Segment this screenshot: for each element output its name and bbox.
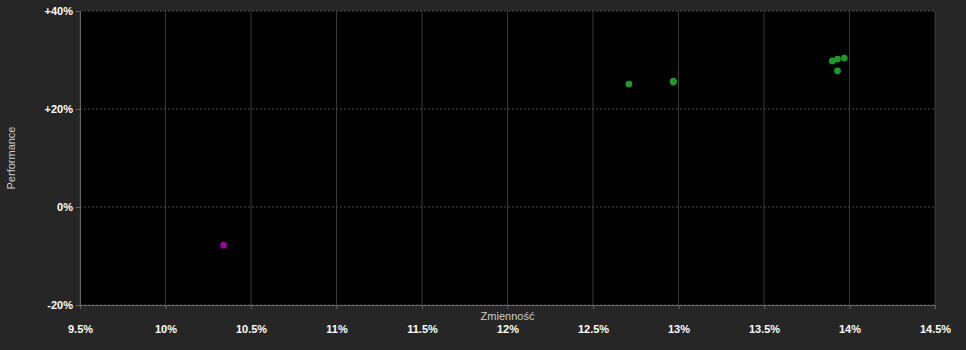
tick-mark	[422, 305, 423, 309]
grid-line-y	[80, 11, 935, 12]
grid-line-x	[764, 11, 765, 305]
grid-line-x	[165, 11, 166, 305]
point	[841, 55, 848, 62]
tick-mark	[508, 305, 509, 309]
tick: 11%	[326, 305, 348, 335]
tick-label: 13.5%	[749, 323, 780, 335]
axis-line	[76, 12, 81, 306]
tick-mark	[76, 207, 80, 208]
tick-label: -20%	[47, 299, 73, 311]
x-axis: 9.5% 10% 10.5% 11% 11.5% 12% 12.5% 13% 13.5% 14% 1…	[68, 305, 951, 335]
point	[670, 79, 677, 86]
axis-line	[81, 306, 936, 310]
grid-line-x	[849, 11, 850, 305]
tick-mark	[76, 305, 80, 306]
grid-line-x	[336, 11, 337, 305]
tick-label: 10.5%	[236, 323, 267, 335]
tick: -20%	[47, 299, 80, 311]
grid-line-y	[80, 207, 935, 208]
grid-line-x	[507, 11, 508, 305]
grid-line-y	[80, 109, 935, 110]
tick: 13%	[668, 305, 690, 335]
plot-area	[80, 11, 935, 305]
tick-mark	[337, 305, 338, 309]
tick: 13.5%	[749, 305, 780, 335]
grid	[80, 11, 935, 305]
tick: 10%	[155, 305, 177, 335]
grid-line-x	[251, 11, 252, 305]
grid-line-x	[678, 11, 679, 305]
tick-label: 10%	[155, 323, 177, 335]
tick-mark	[850, 305, 851, 309]
y-axis-title: Performance	[5, 127, 17, 190]
tick-label: 11%	[326, 323, 348, 335]
tick-mark	[679, 305, 680, 309]
tick-label: 13%	[668, 323, 690, 335]
tick-label: 11.5%	[407, 323, 438, 335]
tick-mark	[76, 11, 80, 12]
plot: 9.5% 10% 10.5% 11% 11.5% 12% 12.5% 13% 13.5% 14% 1…	[45, 5, 952, 335]
tick-mark	[593, 305, 594, 309]
point	[834, 67, 841, 74]
tick-label: 14.5%	[920, 323, 951, 335]
tick-mark	[76, 109, 80, 110]
grid-line-x	[935, 11, 936, 305]
chart: 9.5% 10% 10.5% 11% 11.5% 12% 12.5% 13% 13.5% 14% 1…	[0, 0, 966, 350]
tick-mark	[935, 305, 936, 309]
y-axis: -20% 0% +20% +40%	[45, 5, 81, 311]
tick: 14%	[839, 305, 861, 335]
tick: +20%	[45, 103, 80, 115]
tick-mark	[166, 305, 167, 309]
tick: 0%	[57, 201, 80, 213]
tick-label: 12.5%	[578, 323, 609, 335]
tick-mark	[251, 305, 252, 309]
points	[220, 55, 848, 249]
tick-label: 9.5%	[68, 323, 93, 335]
grid-line-x	[593, 11, 594, 305]
point	[670, 78, 677, 85]
point	[626, 81, 633, 88]
tick: 10.5%	[236, 305, 267, 335]
tick-mark	[764, 305, 765, 309]
background	[0, 0, 966, 350]
tick-label: 12%	[497, 323, 519, 335]
tick: 12.5%	[578, 305, 609, 335]
point	[220, 242, 227, 249]
tick: +40%	[45, 5, 80, 17]
tick-label: 14%	[839, 323, 861, 335]
point	[834, 56, 841, 63]
tick: 11.5%	[407, 305, 438, 335]
tick: 14.5%	[920, 305, 951, 335]
tick-label: +40%	[45, 5, 74, 17]
grid-line-x	[422, 11, 423, 305]
tick-label: +20%	[45, 103, 74, 115]
tick-label: 0%	[57, 201, 73, 213]
x-axis-title: Zmienność	[481, 310, 535, 322]
